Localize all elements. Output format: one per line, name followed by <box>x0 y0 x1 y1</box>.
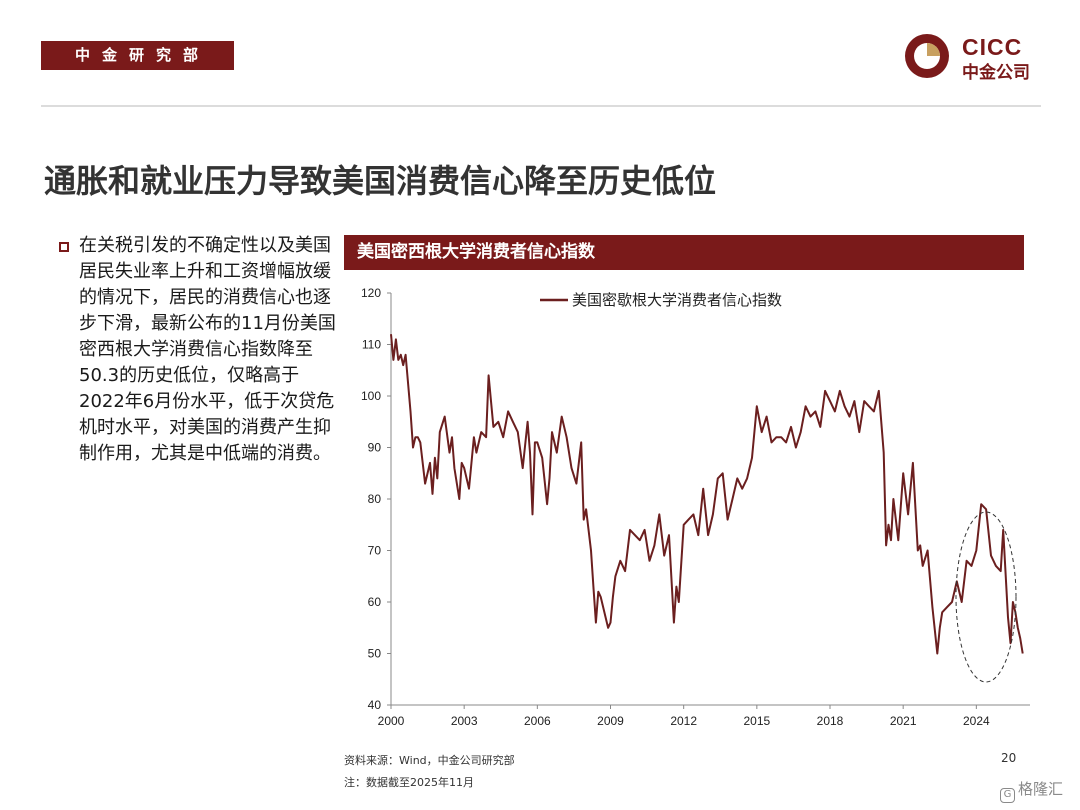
slide-title: 通胀和就业压力导致美国消费信心降至历史低位 <box>44 162 717 200</box>
header-divider <box>41 105 1041 107</box>
y-tick-label: 50 <box>368 647 382 661</box>
line-chart: 40 50 60 70 80 90 100 110 120 2000 2003 2006 2009 201… <box>361 286 1030 728</box>
x-tick-label: 2015 <box>743 714 770 728</box>
department-badge: 中金研究部 <box>41 41 234 70</box>
y-tick-label: 80 <box>368 492 382 506</box>
cicc-logo <box>905 34 949 78</box>
page-number: 20 <box>1001 751 1017 765</box>
legend-label: 美国密歇根大学消费者信心指数 <box>572 291 782 309</box>
source-note: 资料来源：Wind，中金公司研究部 <box>344 754 515 767</box>
x-tick-label: 2003 <box>451 714 478 728</box>
x-tick-label: 2009 <box>597 714 624 728</box>
logo-text-en: CICC <box>962 34 1023 60</box>
chart-header: 美国密西根大学消费者信心指数 <box>344 235 1024 270</box>
y-tick-label: 120 <box>361 286 381 300</box>
y-tick-label: 60 <box>368 595 382 609</box>
series-line <box>390 334 1024 655</box>
body-paragraph: 在关税引发的不确定性以及美国居民失业率上升和工资增幅放缓的情况下，居民的消费信心… <box>57 233 340 467</box>
x-tick-label: 2021 <box>890 714 917 728</box>
logo-text-cn: 中金公司 <box>962 63 1030 83</box>
date-note: 注：数据截至2025年11月 <box>344 776 474 789</box>
x-tick-label: 2018 <box>817 714 844 728</box>
body-text: 在关税引发的不确定性以及美国居民失业率上升和工资增幅放缓的情况下，居民的消费信心… <box>79 235 336 464</box>
watermark-text: 格隆汇 <box>1018 780 1064 798</box>
x-tick-label: 2000 <box>378 714 405 728</box>
watermark: G 格隆汇 <box>1000 778 1063 803</box>
x-tick-label: 2012 <box>670 714 697 728</box>
bullet-square-icon <box>59 242 69 252</box>
watermark-icon: G <box>1000 788 1015 803</box>
x-tick-label: 2006 <box>524 714 551 728</box>
y-tick-label: 40 <box>368 698 382 712</box>
x-tick-label: 2024 <box>963 714 990 728</box>
highlight-ellipse <box>955 511 1017 683</box>
y-tick-label: 110 <box>362 338 381 352</box>
y-tick-label: 70 <box>368 544 382 558</box>
y-tick-label: 90 <box>368 441 382 455</box>
y-tick-label: 100 <box>361 389 381 403</box>
